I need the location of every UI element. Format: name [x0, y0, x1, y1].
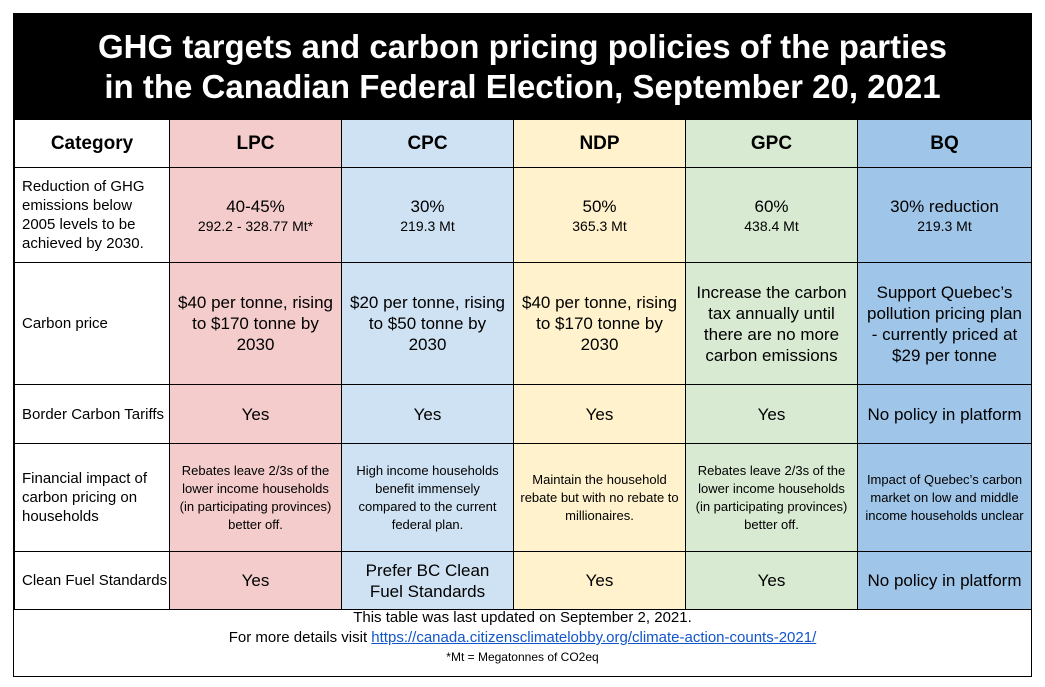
details-line: For more details visit https://canada.ci…	[14, 628, 1031, 648]
table-cell: 40-45% 292.2 - 328.77 Mt*	[169, 167, 342, 263]
table-row-carbon-price: Carbon price $40 per tonne, rising to $1…	[14, 262, 1032, 385]
cell-main: 50%	[582, 196, 617, 216]
header-ndp: NDP	[513, 119, 686, 168]
table-cell: Rebates leave 2/3s of the lower income h…	[685, 443, 858, 552]
table-cell: Yes	[685, 551, 858, 610]
table-cell: Rebates leave 2/3s of the lower income h…	[169, 443, 342, 552]
table-cell: $20 per tonne, rising to $50 tonne by 20…	[341, 262, 514, 385]
row-category: Border Carbon Tariffs	[14, 384, 170, 444]
table-row-ghg-reduction: Reduction of GHG emissions below 2005 le…	[14, 167, 1032, 263]
table-cell: $40 per tonne, rising to $170 tonne by 2…	[513, 262, 686, 385]
table-cell: 30% reduction 219.3 Mt	[857, 167, 1032, 263]
header-category: Category	[14, 119, 170, 168]
title-line-1: GHG targets and carbon pricing policies …	[98, 27, 947, 65]
table-row-border-carbon-tariffs: Border Carbon Tariffs Yes Yes Yes Yes No…	[14, 384, 1032, 444]
header-lpc: LPC	[169, 119, 342, 168]
row-category: Clean Fuel Standards	[14, 551, 170, 610]
table-cell: Yes	[341, 384, 514, 444]
cell-main: 40-45%	[226, 196, 285, 216]
row-category: Reduction of GHG emissions below 2005 le…	[14, 167, 170, 263]
cell-sub: 292.2 - 328.77 Mt*	[197, 217, 314, 234]
comparison-table: Category LPC CPC NDP GPC BQ Reduction of…	[14, 119, 1032, 610]
table-cell: Yes	[513, 551, 686, 610]
table-cell: Yes	[169, 551, 342, 610]
table-row-clean-fuel-standards: Clean Fuel Standards Yes Prefer BC Clean…	[14, 551, 1032, 610]
unit-footnote: *Mt = Megatonnes of CO2eq	[446, 650, 599, 664]
last-updated-text: This table was last updated on September…	[353, 609, 692, 626]
table-cell: 50% 365.3 Mt	[513, 167, 686, 263]
cell-sub: 219.3 Mt	[400, 217, 455, 234]
header-row: Category LPC CPC NDP GPC BQ	[14, 119, 1032, 168]
table-cell: Yes	[685, 384, 858, 444]
table-cell: Impact of Quebec’s carbon market on low …	[857, 443, 1032, 552]
table-cell: Support Quebec’s pollution pricing plan …	[857, 262, 1032, 385]
page-title: GHG targets and carbon pricing policies …	[14, 14, 1031, 119]
cell-sub: 219.3 Mt	[917, 217, 972, 234]
table-cell: Yes	[169, 384, 342, 444]
row-category: Carbon price	[14, 262, 170, 385]
cell-sub: 438.4 Mt	[744, 217, 799, 234]
header-gpc: GPC	[685, 119, 858, 168]
cell-main: 30%	[410, 196, 445, 216]
details-link[interactable]: https://canada.citizensclimatelobby.org/…	[371, 629, 817, 646]
header-cpc: CPC	[341, 119, 514, 168]
title-line-2: in the Canadian Federal Election, Septem…	[104, 67, 941, 105]
policy-comparison-table-frame: GHG targets and carbon pricing policies …	[13, 13, 1032, 677]
cell-main: 60%	[754, 196, 789, 216]
table-cell: 30% 219.3 Mt	[341, 167, 514, 263]
table-row-financial-impact: Financial impact of carbon pricing on ho…	[14, 443, 1032, 552]
footer: This table was last updated on September…	[14, 604, 1031, 676]
table-cell: $40 per tonne, rising to $170 tonne by 2…	[169, 262, 342, 385]
table-cell: No policy in platform	[857, 551, 1032, 610]
cell-sub: 365.3 Mt	[572, 217, 627, 234]
table-cell: Prefer BC Clean Fuel Standards	[341, 551, 514, 610]
table-cell: Yes	[513, 384, 686, 444]
row-category: Financial impact of carbon pricing on ho…	[14, 443, 170, 552]
table-cell: 60% 438.4 Mt	[685, 167, 858, 263]
table-cell: No policy in platform	[857, 384, 1032, 444]
cell-main: 30% reduction	[890, 196, 999, 216]
table-cell: Increase the carbon tax annually until t…	[685, 262, 858, 385]
table-cell: High income households benefit immensely…	[341, 443, 514, 552]
header-bq: BQ	[857, 119, 1032, 168]
details-prefix: For more details visit	[228, 629, 372, 646]
table-cell: Maintain the household rebate but with n…	[513, 443, 686, 552]
